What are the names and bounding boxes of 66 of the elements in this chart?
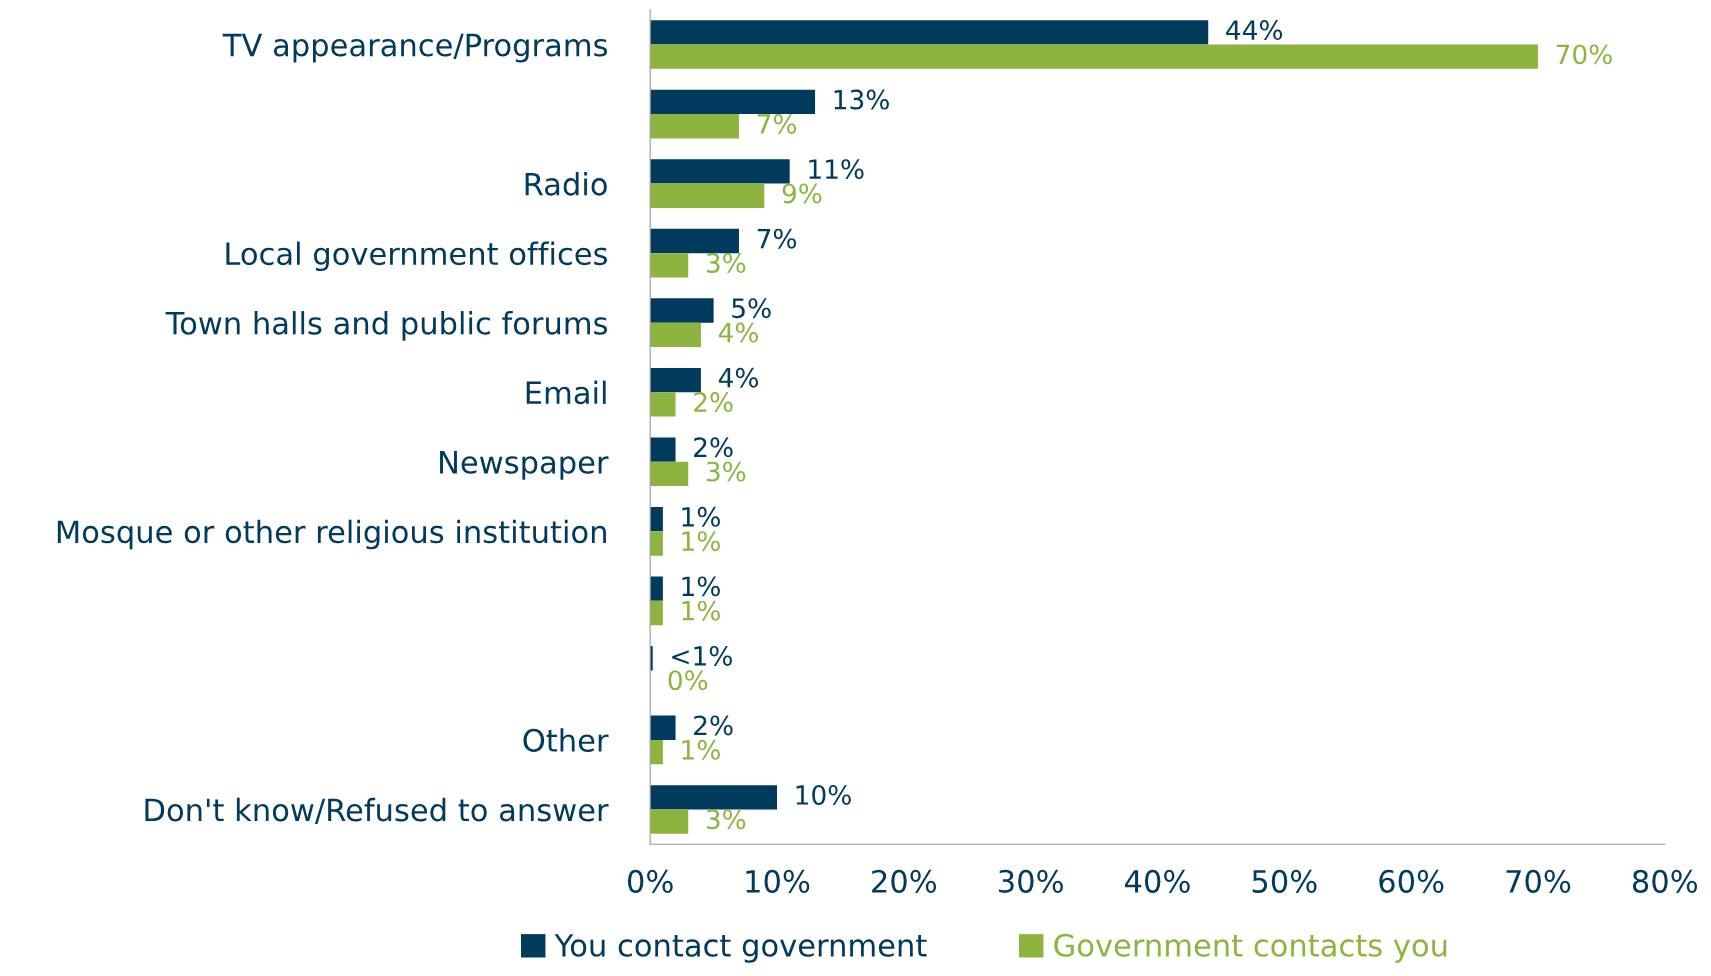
bar [650,785,778,810]
data-label: 2% [694,715,733,736]
x-tick-label: 10% [746,869,810,893]
data-label: 1% [682,506,720,527]
y-tick-label: Town halls and public forums [165,311,608,341]
data-label: 10% [796,785,851,805]
bar [650,531,663,556]
bar [650,809,689,834]
bar [650,437,676,462]
x-tick-label: 20% [872,869,937,893]
y-tick-label: Email [526,380,606,405]
bar [650,461,689,487]
x-tick-label: 50% [1252,869,1317,893]
y-tick-label: Newspaper [440,451,609,480]
data-label: 5% [732,298,771,319]
x-tick-label: 60% [1379,869,1444,893]
data-label: 7% [757,228,797,249]
data-label: 4% [718,322,758,343]
x-tick-label: 80% [1632,869,1698,893]
data-label: 13% [834,89,889,110]
y-tick-label: Local government offices [226,241,608,272]
bar [650,367,701,393]
data-label: 70% [1556,44,1612,65]
bar [650,506,663,532]
bar [650,392,676,417]
bar [650,322,701,348]
data-label: 7% [757,113,797,134]
bar [650,114,739,139]
data-label: 1% [682,600,720,621]
bar [650,183,765,208]
legend-label: You contact government [554,934,927,963]
bar [650,44,1538,69]
bar [650,228,739,254]
legend-label: Government contacts you [1054,933,1447,963]
bar [650,715,676,740]
data-label: 9% [782,183,822,204]
bar [650,89,816,115]
x-tick-label: 0% [627,869,673,893]
bar [650,20,1209,45]
bar [650,159,790,184]
data-label: 2% [694,392,733,413]
data-label: 1% [682,576,720,597]
x-tick-label: 30% [999,869,1063,893]
data-label: 4% [718,367,758,388]
y-tick-label: Mosque or other religious institution [57,519,606,550]
data-label: 44% [1226,20,1283,41]
bar [650,253,689,278]
y-tick-label: TV appearance/Programs [222,33,608,63]
data-label: 1% [682,739,720,760]
bar [650,600,663,626]
data-label: 3% [706,809,746,830]
x-tick-label: 70% [1506,869,1571,893]
data-label: 3% [706,461,746,482]
bar [650,298,714,323]
bar [650,576,663,601]
y-tick-label: Other [523,728,609,752]
data-label: 0% [668,670,708,691]
data-label: <1% [672,645,732,666]
data-label: 1% [682,531,720,552]
data-label: 2% [694,437,733,458]
data-label: 3% [706,253,746,273]
data-label: 11% [809,159,864,180]
bar [650,739,663,765]
x-tick-label: 40% [1125,869,1190,893]
y-tick-label: Don't know/Refused to answer [145,797,609,824]
y-tick-label: Radio [525,172,607,196]
